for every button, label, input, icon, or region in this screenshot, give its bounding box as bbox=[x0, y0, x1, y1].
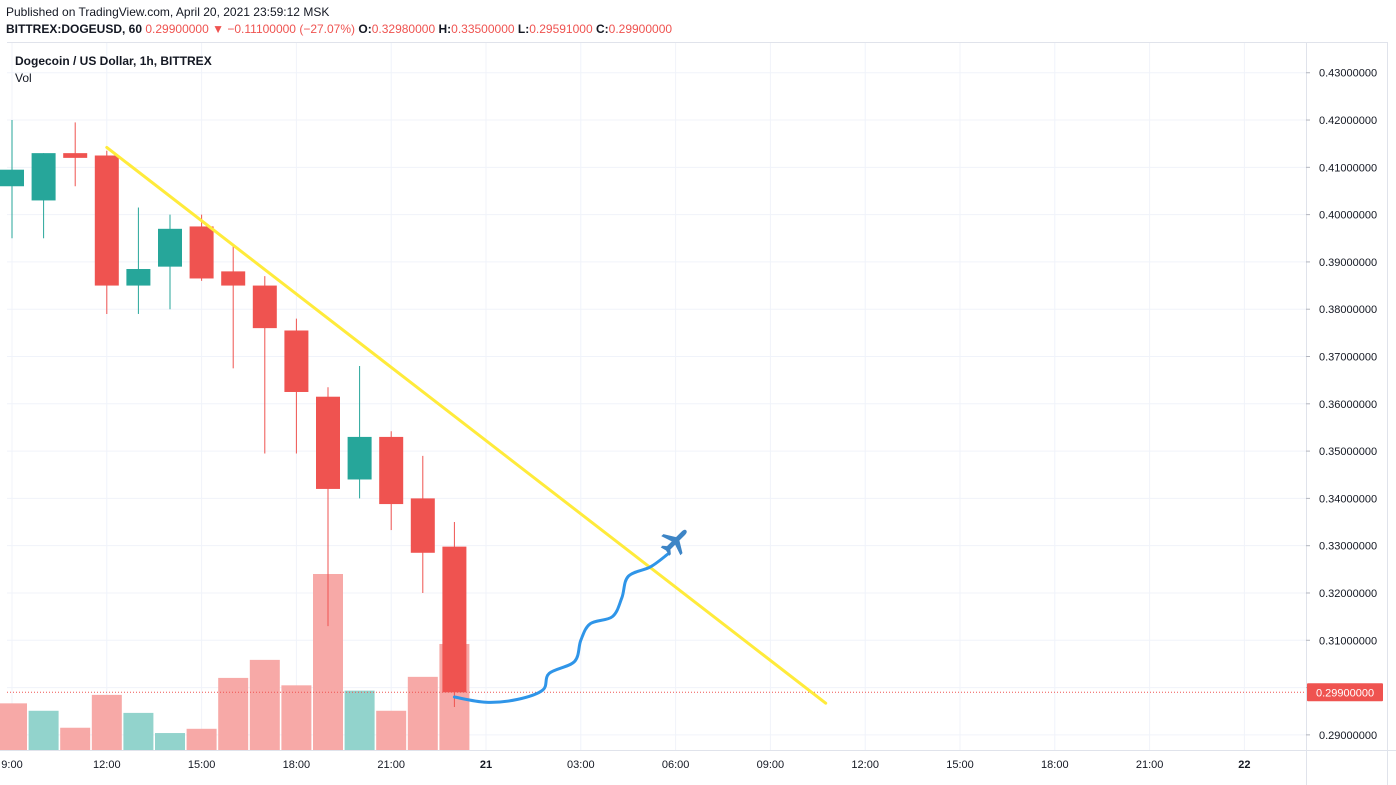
time-tick-label-7: 06:00 bbox=[662, 759, 690, 771]
high-label: H: bbox=[438, 22, 452, 36]
open-value: 0.32980000 bbox=[371, 22, 436, 36]
time-axis[interactable]: 9:00 12:00 15:00 18:00 21:00 21 03:00 06:00 09:0… bbox=[1, 759, 1250, 771]
time-tick-label-1: 12:00 bbox=[93, 759, 121, 771]
drawings[interactable] bbox=[7, 145, 1306, 705]
candle-body-3 bbox=[94, 155, 119, 286]
price-tick-label-10: 0.39000000 bbox=[1319, 257, 1377, 269]
close-label: C: bbox=[595, 22, 609, 36]
volume-bar-5 bbox=[155, 733, 185, 750]
candle-body-8 bbox=[252, 285, 277, 329]
price-tick-label-5: 0.34000000 bbox=[1319, 493, 1377, 505]
price-tick-label-2: 0.31000000 bbox=[1319, 635, 1377, 647]
price-tick-label-4: 0.33000000 bbox=[1319, 541, 1377, 553]
volume-bar-4 bbox=[123, 712, 154, 750]
volume-bars bbox=[0, 574, 470, 750]
last-value: 0.29900000 bbox=[145, 22, 209, 36]
volume-bar-6 bbox=[186, 728, 217, 750]
time-tick-label-6: 03:00 bbox=[567, 759, 595, 771]
price-tick-label-7: 0.36000000 bbox=[1319, 399, 1377, 411]
price-tick-label-6: 0.35000000 bbox=[1319, 446, 1377, 458]
candle-body-6 bbox=[189, 226, 214, 279]
price-tick-label-12: 0.41000000 bbox=[1319, 162, 1377, 174]
last-price-tag bbox=[1307, 683, 1383, 702]
price-tick-label-14: 0.43000000 bbox=[1319, 68, 1377, 80]
last-price-tag-label: 0.29900000 bbox=[1316, 687, 1374, 699]
candle-body-11 bbox=[347, 436, 372, 480]
resistance-trendline bbox=[105, 145, 828, 705]
projection-path bbox=[452, 552, 670, 704]
symbol-ohlc-line: BITTREX:DOGEUSD, 60 0.29900000 ▼ −0.1110… bbox=[6, 22, 672, 36]
high-value: 0.33500000 bbox=[451, 22, 515, 36]
time-tick-label-8: 09:00 bbox=[757, 759, 785, 771]
symbol-label: BITTREX:DOGEUSD, 60 bbox=[6, 22, 143, 36]
time-tick-label-13: 22 bbox=[1238, 759, 1250, 771]
volume-bar-13 bbox=[407, 676, 438, 750]
candle-body-10 bbox=[316, 396, 340, 489]
time-tick-label-5: 21 bbox=[480, 759, 492, 771]
volume-bar-7 bbox=[218, 677, 249, 750]
price-tick-label-8: 0.37000000 bbox=[1319, 352, 1377, 364]
change-value: −0.11100000 (−27.07%) bbox=[227, 22, 356, 36]
price-tick-label-9: 0.38000000 bbox=[1319, 304, 1377, 316]
volume-bar-8 bbox=[249, 659, 280, 750]
time-tick-label-4: 21:00 bbox=[377, 759, 405, 771]
price-tick-label-13: 0.42000000 bbox=[1319, 115, 1377, 127]
candle-body-2 bbox=[63, 153, 88, 158]
time-tick-label-11: 18:00 bbox=[1041, 759, 1069, 771]
grid bbox=[7, 42, 1306, 750]
close-value: 0.29900000 bbox=[608, 22, 673, 36]
candle-body-0 bbox=[0, 169, 24, 187]
candle-body-1 bbox=[31, 153, 56, 201]
volume-bar-2 bbox=[60, 727, 91, 750]
time-tick-label-10: 15:00 bbox=[946, 759, 974, 771]
candle-body-13 bbox=[410, 498, 435, 553]
candles bbox=[0, 120, 467, 707]
published-line: Published on TradingView.com, April 20, … bbox=[6, 5, 330, 19]
time-tick-label-0: 9:00 bbox=[1, 759, 22, 771]
airplane-icon bbox=[660, 529, 687, 556]
volume-bar-9 bbox=[281, 685, 312, 750]
price-tick-label-11: 0.40000000 bbox=[1319, 210, 1377, 222]
candle-body-5 bbox=[158, 228, 182, 267]
price-axis[interactable]: 0.290000000.300000000.310000000.32000000… bbox=[1306, 68, 1383, 742]
time-tick-label-2: 15:00 bbox=[188, 759, 216, 771]
candle-body-9 bbox=[284, 330, 309, 392]
time-tick-label-9: 12:00 bbox=[851, 759, 879, 771]
airplane-shape bbox=[660, 529, 687, 556]
low-value: 0.29591000 bbox=[529, 22, 593, 36]
candle-body-14 bbox=[442, 546, 467, 693]
open-label: O: bbox=[358, 22, 372, 36]
price-tick-label-3: 0.32000000 bbox=[1319, 588, 1377, 600]
candle-body-7 bbox=[221, 271, 246, 286]
volume-bar-11 bbox=[344, 690, 375, 750]
pane-title: Dogecoin / US Dollar, 1h, BITTREX bbox=[15, 54, 212, 68]
volume-bar-1 bbox=[28, 710, 59, 750]
down-arrow-icon: ▼ bbox=[212, 22, 225, 36]
candle-body-4 bbox=[126, 269, 151, 286]
chart-borders bbox=[0, 42, 1396, 785]
time-tick-label-12: 21:00 bbox=[1136, 759, 1164, 771]
time-tick-label-3: 18:00 bbox=[283, 759, 311, 771]
candle-body-12 bbox=[379, 436, 404, 505]
volume-bar-0 bbox=[0, 703, 27, 750]
volume-indicator-label: Vol bbox=[15, 71, 32, 85]
volume-bar-3 bbox=[91, 694, 122, 750]
volume-bar-12 bbox=[376, 710, 407, 750]
price-tick-label-0: 0.29000000 bbox=[1319, 730, 1377, 742]
low-label: L: bbox=[517, 22, 530, 36]
